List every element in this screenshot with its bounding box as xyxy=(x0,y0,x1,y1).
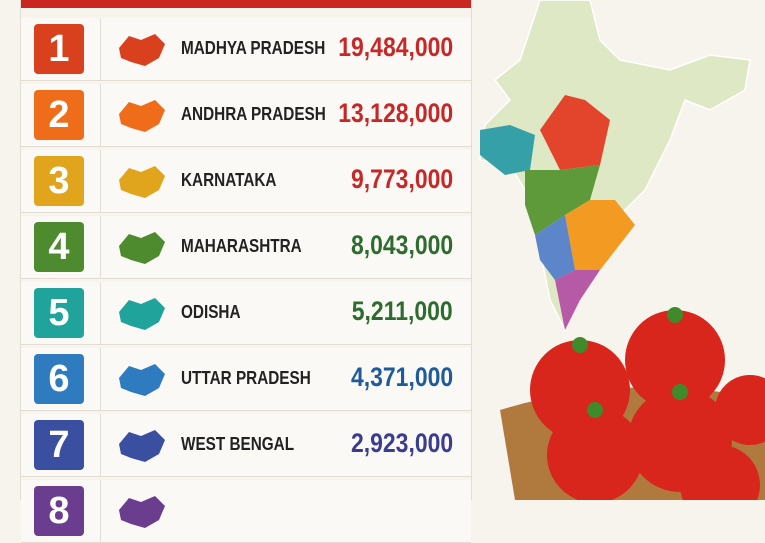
row: 3 KARNATAKA 9,773,000 xyxy=(21,150,471,213)
region-tn xyxy=(555,270,600,330)
production-value: 4,371,000 xyxy=(350,362,453,392)
production-value: 2,923,000 xyxy=(350,428,453,458)
region-maharashtra xyxy=(525,165,600,235)
state-icon xyxy=(119,166,165,198)
state-icon xyxy=(119,34,165,66)
rank-badge: 5 xyxy=(34,288,84,338)
tomatoes xyxy=(530,310,765,500)
row: 5 ODISHA 5,211,000 xyxy=(21,282,471,345)
row: 7 WEST BENGAL 2,923,000 xyxy=(21,414,471,477)
rank-badge: 1 xyxy=(34,24,84,74)
rank-badge: 8 xyxy=(34,486,84,536)
region-karnataka xyxy=(535,215,575,280)
separator xyxy=(100,480,101,542)
production-value: 8,043,000 xyxy=(350,230,453,260)
production-value: 5,211,000 xyxy=(352,296,453,326)
row: 8 xyxy=(21,480,471,543)
state-name: MAHARASHTRA xyxy=(181,236,302,256)
state-icon xyxy=(119,298,165,330)
separator xyxy=(100,18,101,80)
state-icon xyxy=(119,430,165,462)
separator xyxy=(100,84,101,146)
production-value: 19,484,000 xyxy=(338,32,453,62)
state-name: MADHYA PRADESH xyxy=(181,38,326,58)
state-name: WEST BENGAL xyxy=(181,434,295,454)
row: 2 ANDHRA PRADESH 13,128,000 xyxy=(21,84,471,147)
stems xyxy=(572,307,688,418)
region-gujarat xyxy=(480,125,535,175)
row: 6 UTTAR PRADESH 4,371,000 xyxy=(21,348,471,411)
separator xyxy=(100,150,101,212)
ranking-list: (METRIC TONNES) 1 MADHYA PRADESH 19,484,00… xyxy=(20,0,472,543)
state-icon xyxy=(119,100,165,132)
page: (METRIC TONNES) 1 MADHYA PRADESH 19,484,00… xyxy=(20,0,765,543)
state-icon xyxy=(119,364,165,396)
production-value: 13,128,000 xyxy=(338,98,453,128)
rank-badge: 4 xyxy=(34,222,84,272)
rank-badge: 3 xyxy=(34,156,84,206)
state-name: ANDHRA PRADESH xyxy=(181,104,326,124)
rank-badge: 6 xyxy=(34,354,84,404)
rank-badge: 2 xyxy=(34,90,84,140)
region-mp xyxy=(540,95,610,170)
row: 4 MAHARASHTRA 8,043,000 xyxy=(21,216,471,279)
separator xyxy=(100,282,101,344)
state-name: KARNATAKA xyxy=(181,170,277,190)
separator xyxy=(100,216,101,278)
separator xyxy=(100,414,101,476)
illustration xyxy=(479,0,765,500)
header: (METRIC TONNES) xyxy=(21,0,471,8)
production-value: 9,773,000 xyxy=(350,164,453,194)
separator xyxy=(100,348,101,410)
state-icon xyxy=(119,496,165,528)
state-icon xyxy=(119,232,165,264)
row: 1 MADHYA PRADESH 19,484,000 xyxy=(21,18,471,81)
region-ap xyxy=(565,200,635,270)
rank-badge: 7 xyxy=(34,420,84,470)
state-name: ODISHA xyxy=(181,302,241,322)
state-name: UTTAR PRADESH xyxy=(181,368,311,388)
